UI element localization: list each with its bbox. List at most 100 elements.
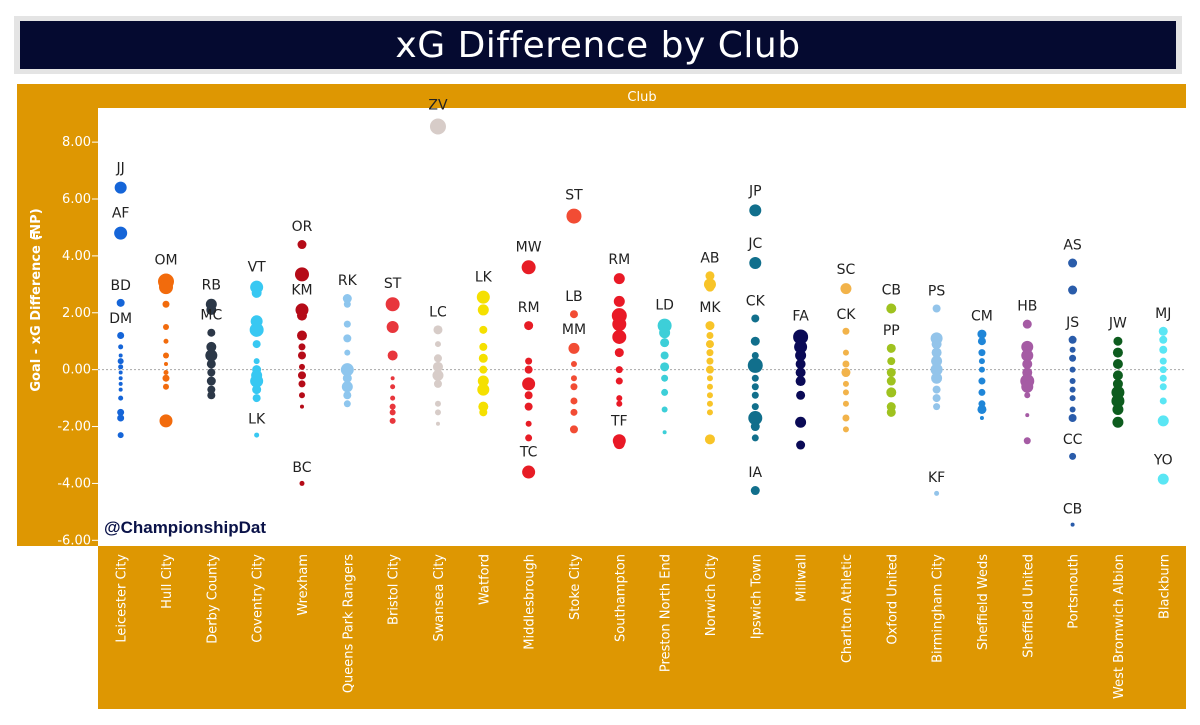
data-point xyxy=(751,374,759,382)
data-point xyxy=(1112,358,1123,369)
category-label: Oxford United xyxy=(885,554,900,645)
data-point xyxy=(750,486,760,496)
data-point xyxy=(570,383,578,391)
data-point xyxy=(118,395,124,401)
data-point xyxy=(296,310,307,321)
point-label: TF xyxy=(610,413,628,429)
data-point xyxy=(118,344,124,350)
category-label: Southampton xyxy=(613,554,628,642)
data-point xyxy=(1157,415,1169,427)
data-point xyxy=(842,380,849,387)
data-point xyxy=(1112,378,1123,389)
point-label: PP xyxy=(883,323,900,339)
point-label: RK xyxy=(338,273,358,289)
data-point xyxy=(1158,326,1168,336)
data-point xyxy=(389,417,396,424)
data-point xyxy=(616,400,623,407)
category-label: Leicester City xyxy=(115,554,130,643)
point-label: CK xyxy=(746,293,766,309)
data-point xyxy=(390,384,396,390)
data-point xyxy=(616,395,623,402)
data-point xyxy=(932,304,941,313)
data-point xyxy=(343,334,352,343)
point-label: AF xyxy=(112,206,130,222)
data-point xyxy=(795,416,807,428)
data-point xyxy=(162,383,169,390)
data-point xyxy=(660,351,669,360)
data-point xyxy=(207,368,216,377)
data-point xyxy=(842,349,849,356)
data-point xyxy=(1069,406,1076,413)
data-point xyxy=(299,480,305,486)
point-label: MK xyxy=(699,300,721,316)
data-point xyxy=(613,295,625,307)
data-point xyxy=(249,322,264,337)
category-label: Sheffield United xyxy=(1021,554,1036,658)
point-label: DM xyxy=(109,311,132,327)
data-point xyxy=(751,351,759,359)
data-point xyxy=(615,377,623,385)
data-point xyxy=(1069,346,1076,353)
data-point xyxy=(478,401,489,412)
data-point xyxy=(343,320,351,328)
point-label: JW xyxy=(1108,316,1127,332)
data-point xyxy=(978,358,985,365)
data-point xyxy=(117,414,125,422)
data-point xyxy=(1069,395,1076,402)
point-label: KF xyxy=(928,470,945,486)
category-label: Coventry City xyxy=(251,554,266,643)
category-label: Wrexham xyxy=(296,554,311,616)
category-label: Watford xyxy=(477,554,492,605)
header-panel xyxy=(98,84,1186,108)
data-point xyxy=(795,349,807,361)
y-tick-label: 0.00 xyxy=(62,363,91,378)
data-point xyxy=(1111,394,1125,408)
category-label: Hull City xyxy=(160,554,175,609)
data-point xyxy=(159,414,173,428)
data-point xyxy=(1157,473,1169,485)
data-point xyxy=(1069,378,1076,385)
data-point xyxy=(163,338,169,344)
data-point xyxy=(390,395,396,401)
data-point xyxy=(299,404,304,409)
data-point xyxy=(615,366,623,374)
point-label: MJ xyxy=(1155,306,1171,322)
point-label: BD xyxy=(110,278,130,294)
data-point xyxy=(886,387,897,398)
data-point xyxy=(613,438,625,450)
point-label: KM xyxy=(291,282,312,298)
data-point xyxy=(1112,416,1124,428)
data-point xyxy=(522,377,536,391)
point-label: ST xyxy=(384,276,402,292)
data-point xyxy=(706,375,713,382)
point-label-layer: JJ AF BD DM OM RB MC VT LK OR KM BC RK ST ZV LC LK MW RM TC… xyxy=(109,97,1172,517)
data-point xyxy=(298,380,306,388)
point-label: RB xyxy=(202,278,221,294)
point-label: JJ xyxy=(116,161,125,177)
data-point xyxy=(1159,335,1168,344)
category-label: Charlton Athletic xyxy=(840,554,855,663)
data-point xyxy=(612,317,627,332)
title-banner-inner: xG Difference by Club xyxy=(20,21,1176,69)
data-point xyxy=(253,358,260,365)
data-point xyxy=(206,341,217,352)
point-label: LC xyxy=(429,304,447,320)
data-point xyxy=(386,321,399,333)
data-point xyxy=(1068,414,1077,423)
data-point xyxy=(1159,397,1167,405)
category-label: Blackburn xyxy=(1157,554,1172,619)
data-point xyxy=(477,304,489,316)
data-point xyxy=(977,329,987,339)
category-label: Preston North End xyxy=(659,554,674,672)
data-point xyxy=(1069,452,1077,460)
data-point xyxy=(297,240,307,250)
data-point xyxy=(931,347,942,358)
point-label: FA xyxy=(792,308,809,324)
data-point xyxy=(886,407,896,417)
data-point xyxy=(1070,522,1075,527)
data-point xyxy=(570,397,578,405)
data-point xyxy=(434,400,441,407)
data-point xyxy=(751,314,760,323)
data-point xyxy=(705,365,714,374)
data-point xyxy=(389,403,396,410)
